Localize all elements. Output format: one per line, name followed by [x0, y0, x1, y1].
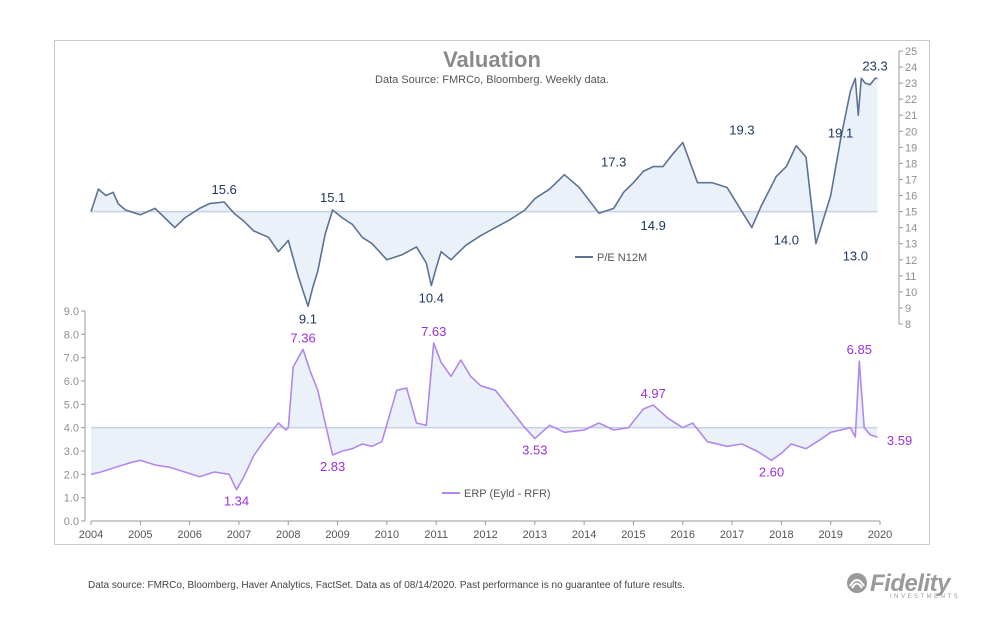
erp-annotation-label: 6.85: [847, 342, 872, 357]
pe-annotation-label: 19.3: [729, 123, 754, 138]
x-tick-label: 2017: [720, 529, 744, 541]
erp-area-fill: [91, 343, 878, 490]
pe-tick-label: 24: [905, 62, 917, 74]
pe-tick-label: 12: [905, 255, 917, 267]
erp-tick-label: 9.0: [64, 306, 79, 318]
x-tick-label: 2012: [473, 529, 497, 541]
pe-tick-label: 9: [905, 303, 911, 315]
x-tick-label: 2005: [128, 529, 152, 541]
x-tick-label: 2004: [79, 529, 103, 541]
pe-tick-label: 21: [905, 110, 917, 122]
pe-annotation-label: 10.4: [419, 290, 444, 305]
pe-annotation-label: 14.9: [641, 218, 666, 233]
pe-series-line: [90, 77, 878, 308]
pe-tick-label: 16: [905, 191, 917, 203]
x-tick-label: 2014: [572, 529, 596, 541]
footnote: Data source: FMRCo, Bloomberg, Haver Ana…: [88, 580, 685, 591]
erp-tick-label: 8.0: [64, 329, 79, 341]
pe-annotation-label: 23.3: [862, 58, 887, 73]
erp-annotation-label: 2.60: [759, 464, 784, 479]
pe-tick-label: 15: [905, 207, 917, 219]
x-tick-label: 2008: [276, 529, 300, 541]
pe-tick-label: 19: [905, 142, 917, 154]
pe-annotation-label: 9.1: [299, 311, 317, 326]
pe-tick-label: 17: [905, 174, 917, 186]
pe-tick-label: 11: [905, 271, 916, 283]
x-tick-label: 2011: [424, 529, 448, 541]
chart-title: Valuation: [443, 47, 541, 72]
x-tick-label: 2013: [523, 529, 547, 541]
pe-tick-label: 8: [905, 319, 911, 331]
pe-tick-label: 23: [905, 78, 917, 90]
pe-tick-label: 22: [905, 94, 917, 106]
pe-annotation-label: 13.0: [843, 249, 868, 264]
logo-wordmark: Fidelity: [870, 570, 951, 597]
x-tick-label: 2009: [325, 529, 349, 541]
erp-annotation-label: 7.63: [421, 324, 446, 339]
erp-annotation-label: 4.97: [641, 386, 666, 401]
erp-tick-label: 6.0: [64, 376, 79, 388]
erp-annotation-label: 2.83: [320, 459, 345, 474]
erp-tick-label: 2.0: [64, 469, 79, 481]
pe-area-fill: [91, 78, 878, 307]
fidelity-logo: Fidelity INVESTMENTS: [846, 570, 976, 604]
pe-legend-label: P/E N12M: [597, 252, 647, 264]
chart-frame: Valuation Data Source: FMRCo, Bloomberg. …: [54, 40, 930, 545]
erp-tick-label: 5.0: [64, 399, 79, 411]
pe-annotation-label: 15.1: [320, 190, 345, 205]
pe-annotation-label: 14.0: [774, 233, 799, 248]
x-tick-label: 2015: [621, 529, 645, 541]
valuation-chart: Valuation Data Source: FMRCo, Bloomberg. …: [64, 46, 918, 541]
pe-tick-label: 20: [905, 126, 917, 138]
pe-annotation-label: 15.6: [211, 182, 236, 197]
x-tick-label: 2007: [227, 529, 251, 541]
erp-series-line: [90, 342, 878, 491]
erp-tick-label: 7.0: [64, 353, 79, 365]
pe-annotation-label: 17.3: [601, 155, 626, 170]
erp-tick-label: 4.0: [64, 423, 79, 435]
fidelity-mark-icon: [847, 573, 867, 593]
x-tick-label: 2006: [177, 529, 201, 541]
x-tick-label: 2016: [671, 529, 695, 541]
x-tick-label: 2020: [868, 529, 892, 541]
x-tick-label: 2010: [375, 529, 399, 541]
pe-tick-label: 10: [905, 287, 917, 299]
erp-tick-label: 0.0: [64, 516, 79, 528]
pe-tick-label: 18: [905, 158, 917, 170]
erp-tick-label: 1.0: [64, 493, 79, 505]
pe-tick-label: 25: [905, 46, 917, 58]
erp-annotation-label: 7.36: [290, 330, 315, 345]
erp-annotation-label: 1.34: [224, 494, 249, 509]
erp-tick-label: 3.0: [64, 446, 79, 458]
x-tick-label: 2019: [818, 529, 842, 541]
x-tick-label: 2018: [769, 529, 793, 541]
pe-tick-label: 13: [905, 239, 917, 251]
logo-tagline: INVESTMENTS: [890, 594, 961, 600]
erp-annotation-label: 3.53: [522, 443, 547, 458]
erp-legend-label: ERP (Eyld - RFR): [464, 488, 551, 500]
chart-subtitle: Data Source: FMRCo, Bloomberg. Weekly da…: [375, 74, 609, 86]
pe-annotation-label: 19.1: [828, 126, 853, 141]
erp-annotation-label: 3.59: [887, 433, 912, 448]
pe-tick-label: 14: [905, 223, 917, 235]
